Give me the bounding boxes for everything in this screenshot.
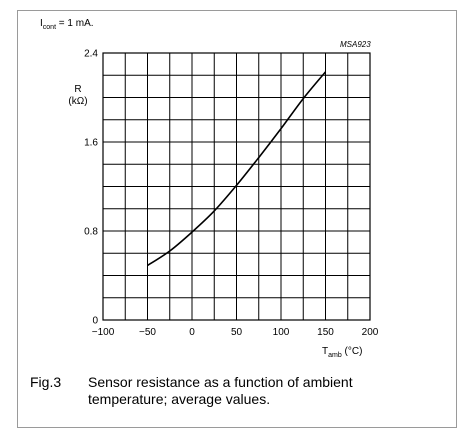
figure-frame bbox=[17, 10, 457, 428]
x-tick-label: 100 bbox=[273, 327, 290, 338]
caption-figure-number: Fig.3 bbox=[30, 374, 62, 390]
x-tick-label: 0 bbox=[189, 327, 195, 338]
y-tick-label: 0 bbox=[92, 316, 98, 327]
series-line bbox=[147, 71, 327, 267]
x-tick-label: 150 bbox=[317, 327, 334, 338]
y-axis-label-unit: (kΩ) bbox=[68, 96, 87, 107]
tick-labels: −100 −50 0 50 100 150 200 0 0.8 1.6 2.4 bbox=[84, 49, 379, 339]
y-tick-label: 2.4 bbox=[84, 49, 98, 60]
x-tick-label: −100 bbox=[92, 327, 115, 338]
x-tick-label: −50 bbox=[139, 327, 156, 338]
x-tick-label: 200 bbox=[362, 327, 379, 338]
x-axis-label: Tamb (°C) bbox=[322, 346, 362, 359]
x-tick-label: 50 bbox=[231, 327, 243, 338]
figure-code: MSA923 bbox=[340, 40, 371, 49]
caption-text: Sensor resistance as a function of ambie… bbox=[88, 374, 353, 407]
series-curve-group bbox=[147, 71, 327, 267]
y-tick-label: 0.8 bbox=[84, 227, 98, 238]
y-tick-label: 1.6 bbox=[84, 138, 98, 149]
grid bbox=[102, 52, 371, 321]
y-axis-label-symbol: R bbox=[74, 84, 81, 95]
plot-border bbox=[102, 52, 371, 321]
condition-label: Icont = 1 mA. bbox=[40, 18, 94, 31]
